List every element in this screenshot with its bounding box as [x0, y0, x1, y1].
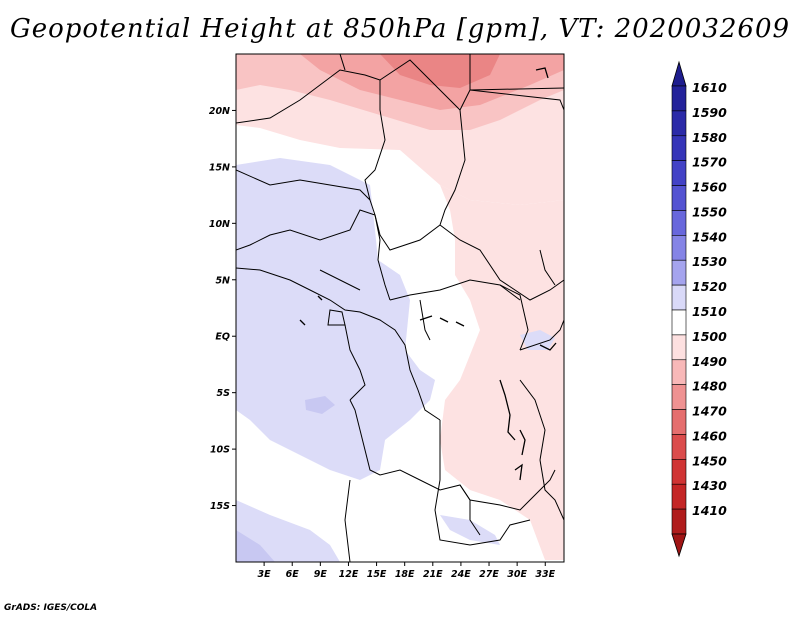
colorbar-label: 1460: [692, 428, 727, 443]
field-blue-lake: [520, 330, 555, 350]
colorbar-top-arrow: [671, 60, 687, 87]
lat-tick-label: 10S: [210, 445, 230, 456]
colorbar-label: 1530: [692, 254, 727, 269]
lon-tick-label: 9E: [314, 569, 328, 580]
lon-tick-label: 33E: [535, 569, 555, 580]
colorbar-swatch: [671, 210, 687, 236]
colorbar-label: 1560: [692, 180, 727, 195]
country-borders: [236, 54, 564, 562]
colorbar-swatch: [671, 235, 687, 261]
colorbar-label: 1580: [692, 130, 727, 145]
colorbar-label: 1480: [692, 379, 727, 394]
lon-tick-label: 21E: [423, 569, 443, 580]
colorbar-swatch: [671, 483, 687, 510]
colorbar-bottom-arrow: [671, 533, 687, 558]
colorbar-swatch: [671, 284, 687, 311]
colorbar-swatch: [671, 135, 687, 161]
field-blue-southwest-core: [236, 530, 275, 562]
lon-tick-label: 12E: [339, 569, 359, 580]
colorbar-swatch: [671, 459, 687, 485]
longitude-axis: 3E 6E 9E 12E 15E 18E 21E 24E 27E 30E 33E: [258, 562, 556, 580]
colorbar-swatch: [671, 160, 687, 186]
latitude-axis: 20N 15N 10N 5N EQ 5S 10S 15S: [209, 106, 236, 512]
field-blue-spot: [305, 396, 335, 414]
colorbar-label: 1510: [692, 304, 727, 319]
lon-tick-label: 6E: [286, 569, 300, 580]
field-blue-west: [236, 158, 435, 480]
lat-tick-label: 15S: [210, 501, 230, 512]
colorbar-swatch: [671, 359, 687, 385]
colorbar-swatch: [671, 85, 687, 112]
colorbar-label: 1470: [692, 404, 727, 419]
lon-tick-label: 18E: [395, 569, 415, 580]
colorbar-swatch: [671, 334, 687, 361]
colorbar-label: 1540: [692, 229, 727, 244]
field-pink-east: [440, 185, 564, 560]
colorbar-swatch: [671, 259, 687, 286]
lon-tick-label: 27E: [479, 569, 499, 580]
lat-tick-label: 20N: [209, 106, 230, 117]
lakes: [299, 67, 557, 481]
lat-tick-label: 5S: [217, 388, 231, 399]
colorbar-label: 1490: [692, 354, 727, 369]
colorbar-label: 1610: [692, 80, 727, 95]
colorbar-swatch: [671, 508, 687, 535]
map-title: Geopotential Height at 850hPa [gpm], VT:…: [9, 14, 791, 44]
colorbar-label: 1410: [692, 503, 727, 518]
lat-tick-label: 10N: [209, 219, 230, 230]
lon-tick-label: 15E: [367, 569, 387, 580]
grads-credit: GrADS: IGES/COLA: [4, 603, 98, 613]
map-frame: [235, 53, 565, 563]
colorbar-label: 1500: [692, 329, 727, 344]
colorbar-label: 1450: [692, 453, 727, 468]
colorbar: 1610 1590 1580 1570 1560 1550 1540 1530 1520 1510…: [671, 60, 727, 558]
colorbar-swatch: [671, 434, 687, 460]
colorbar-label: 1520: [692, 279, 727, 294]
colorbar-swatch: [671, 185, 687, 211]
field-blue-southwest: [236, 500, 340, 562]
colorbar-swatch: [671, 384, 687, 410]
colorbar-label: 1550: [692, 204, 727, 219]
lon-tick-label: 24E: [451, 569, 471, 580]
colorbar-swatch: [671, 309, 687, 336]
colorbar-swatch: [671, 110, 687, 137]
colorbar-label: 1430: [692, 478, 727, 493]
field-blue-south: [440, 515, 500, 545]
colorbar-label: 1590: [692, 105, 727, 120]
lat-tick-label: 5N: [215, 275, 230, 286]
height-field: [236, 54, 564, 562]
lat-tick-label: EQ: [215, 332, 230, 343]
colorbar-swatch: [671, 409, 687, 435]
lon-tick-label: 30E: [507, 569, 527, 580]
lat-tick-label: 15N: [209, 162, 230, 173]
colorbar-label: 1570: [692, 155, 727, 170]
lon-tick-label: 3E: [258, 569, 272, 580]
